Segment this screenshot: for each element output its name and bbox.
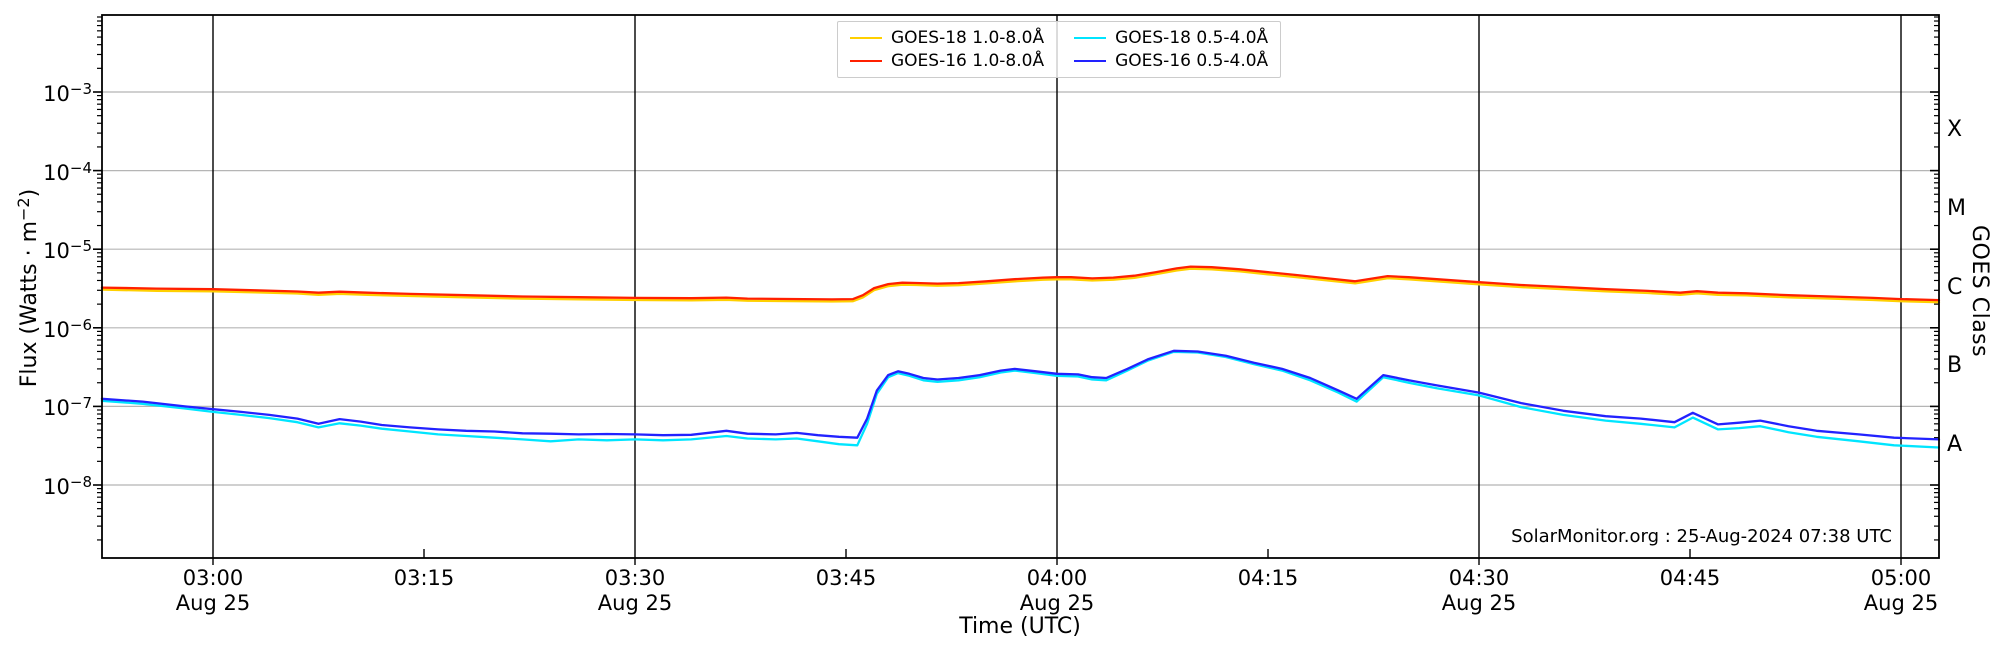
y-tick-label-1e-8: 10−8	[43, 473, 92, 499]
y-tick-label-1e-7: 10−7	[43, 394, 92, 421]
goes-class-label-c: C	[1947, 274, 1963, 300]
y-axis-title-goes-class: GOES Class	[1967, 225, 1992, 358]
x-tick-label-0415: 04:15	[1237, 566, 1299, 590]
y-tick-label-1e-6: 10−6	[43, 315, 92, 342]
series-goes-18-1-0-8-0-	[100, 267, 1941, 304]
goes-class-label-a: A	[1947, 431, 1963, 457]
goes-class-label-m: M	[1947, 195, 1966, 221]
y-axis-title-flux: Flux (Watts · m−2)	[14, 188, 42, 388]
legend-label: GOES-18 1.0-8.0Å	[891, 28, 1045, 48]
series-goes-16-1-0-8-0-	[100, 265, 1941, 302]
x-tick-label-0345: 03:45	[815, 566, 877, 590]
legend: GOES-18 1.0-8.0Å GOES-16 1.0-8.0Å GOES-1…	[837, 21, 1282, 78]
legend-line-goes18-short	[1074, 37, 1107, 39]
legend-item-goes18-long: GOES-18 1.0-8.0Å	[850, 28, 1044, 48]
x-axis-title-time-utc: Time (UTC)	[959, 614, 1081, 639]
series-goes-18-0-5-4-0-	[100, 350, 1941, 449]
legend-item-goes16-short: GOES-16 0.5-4.0Å	[1074, 51, 1268, 71]
x-tick-label-0400: 04:00	[1026, 566, 1088, 590]
x-tick-label-0300: 03:00	[182, 566, 244, 590]
x-tick-label-0315: 03:15	[393, 566, 455, 590]
series-goes-16-0-5-4-0-	[100, 349, 1941, 441]
legend-label: GOES-16 1.0-8.0Å	[891, 51, 1045, 71]
attribution-text: SolarMonitor.org : 25-Aug-2024 07:38 UTC	[1511, 526, 1892, 547]
y-tick-label-1e-5: 10−5	[43, 237, 92, 264]
x-tick-label-0430: 04:30	[1448, 566, 1510, 590]
x-tick-date-0330: Aug 25	[597, 591, 673, 615]
x-tick-date-0430: Aug 25	[1441, 591, 1517, 615]
y-tick-label-1e-4: 10−4	[43, 158, 92, 185]
goes-class-label-x: X	[1947, 117, 1963, 143]
x-tick-date-0400: Aug 25	[1019, 591, 1095, 615]
legend-item-goes16-long: GOES-16 1.0-8.0Å	[850, 51, 1044, 71]
goes-class-label-b: B	[1947, 353, 1963, 379]
y-tick-label-1e-3: 10−3	[43, 80, 92, 106]
legend-line-goes16-short	[1074, 60, 1107, 62]
legend-label: GOES-18 0.5-4.0Å	[1115, 28, 1269, 48]
x-tick-date-0300: Aug 25	[175, 591, 251, 615]
x-tick-label-0330: 03:30	[604, 566, 666, 590]
legend-line-goes16-long	[850, 60, 882, 62]
x-tick-date-0500: Aug 25	[1863, 591, 1939, 615]
plot-frame	[101, 14, 1940, 559]
x-tick-label-0500: 05:00	[1870, 566, 1932, 590]
legend-item-goes18-short: GOES-18 0.5-4.0Å	[1074, 28, 1268, 48]
x-tick-label-0445: 04:45	[1659, 566, 1721, 590]
flux-exponent: −2	[14, 197, 33, 221]
legend-line-goes18-long	[850, 37, 882, 39]
legend-label: GOES-16 0.5-4.0Å	[1115, 51, 1269, 71]
